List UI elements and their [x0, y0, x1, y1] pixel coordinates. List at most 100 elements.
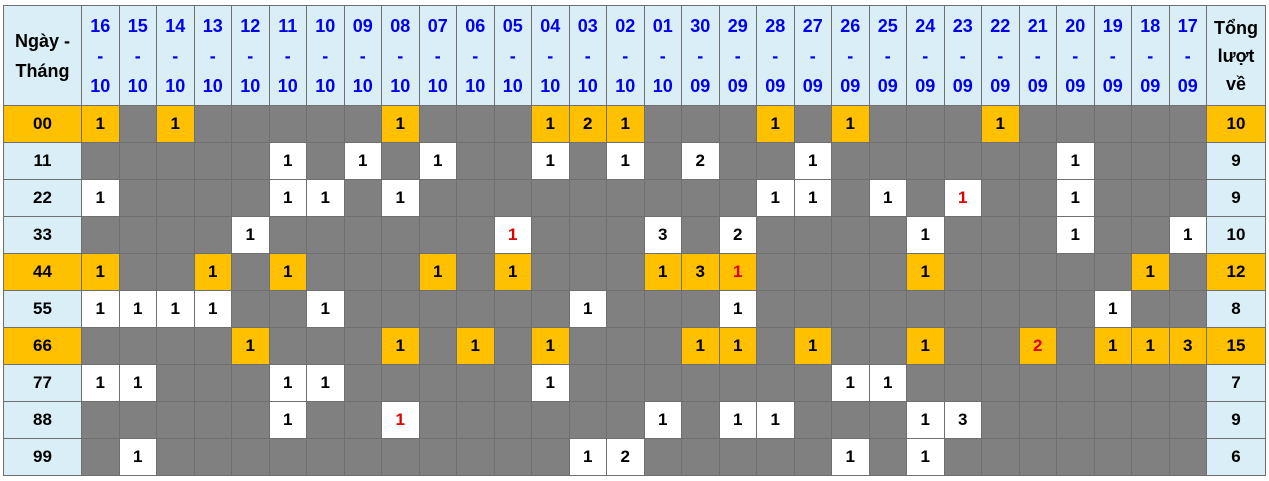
count-cell: 1 — [718, 401, 757, 439]
table-row: 22 1 1 1 1 1 1 1 1 1 9 — [3, 179, 1266, 217]
empty-cell — [343, 253, 382, 291]
date-month: 09 — [765, 75, 786, 96]
empty-cell — [831, 179, 870, 217]
date-month: 09 — [1140, 75, 1161, 96]
empty-cell — [456, 401, 495, 439]
table-row: 55 1 1 1 1 1 1 1 1 8 — [3, 290, 1266, 328]
empty-cell — [456, 105, 495, 143]
count-cell: 1 — [381, 327, 420, 365]
count-cell: 1 — [118, 364, 157, 402]
date-day: 29 — [727, 15, 748, 36]
date-month: 09 — [915, 75, 936, 96]
date-day: 24 — [915, 15, 936, 36]
empty-cell — [943, 216, 982, 254]
empty-cell — [493, 142, 532, 180]
header-date: 25 - 09 — [868, 5, 907, 106]
date-day: 08 — [390, 15, 411, 36]
date-separator: - — [434, 45, 441, 66]
empty-cell — [1093, 253, 1132, 291]
empty-cell — [756, 216, 795, 254]
empty-cell — [1056, 327, 1095, 365]
empty-cell — [493, 327, 532, 365]
empty-cell — [756, 327, 795, 365]
empty-cell — [231, 290, 270, 328]
count-cell: 1 — [718, 290, 757, 328]
empty-cell — [1093, 216, 1132, 254]
date-day: 27 — [802, 15, 823, 36]
row-total: 9 — [1206, 401, 1266, 439]
date-day: 04 — [540, 15, 561, 36]
empty-cell — [531, 290, 570, 328]
count-cell: 1 — [268, 364, 307, 402]
header-date: 22 - 09 — [981, 5, 1020, 106]
row-total: 12 — [1206, 253, 1266, 291]
date-day: 21 — [1027, 15, 1048, 36]
empty-cell — [418, 438, 457, 476]
empty-cell — [568, 364, 607, 402]
count-cell: 1 — [643, 253, 682, 291]
empty-cell — [343, 438, 382, 476]
empty-cell — [418, 401, 457, 439]
empty-cell — [643, 290, 682, 328]
row-total: 9 — [1206, 142, 1266, 180]
empty-cell — [943, 105, 982, 143]
empty-cell — [1018, 290, 1057, 328]
date-separator: - — [97, 45, 104, 66]
date-day: 07 — [427, 15, 448, 36]
count-cell: 1 — [531, 142, 570, 180]
date-day: 09 — [352, 15, 373, 36]
empty-cell — [343, 327, 382, 365]
date-month: 10 — [427, 75, 448, 96]
count-cell: 1 — [81, 105, 120, 143]
empty-cell — [943, 142, 982, 180]
empty-cell — [981, 401, 1020, 439]
empty-cell — [1168, 401, 1207, 439]
count-cell: 1 — [606, 142, 645, 180]
date-month: 10 — [652, 75, 673, 96]
date-separator: - — [1184, 45, 1191, 66]
date-separator: - — [959, 45, 966, 66]
count-cell: 1 — [1093, 327, 1132, 365]
empty-cell — [1093, 364, 1132, 402]
empty-cell — [1168, 105, 1207, 143]
date-month: 09 — [727, 75, 748, 96]
date-month: 10 — [615, 75, 636, 96]
count-cell: 2 — [718, 216, 757, 254]
empty-cell — [306, 142, 345, 180]
row-number: 66 — [3, 327, 82, 365]
date-month: 09 — [802, 75, 823, 96]
empty-cell — [831, 401, 870, 439]
empty-cell — [231, 364, 270, 402]
empty-cell — [1056, 401, 1095, 439]
date-separator: - — [659, 45, 666, 66]
row-number: 22 — [3, 179, 82, 217]
empty-cell — [943, 364, 982, 402]
empty-cell — [831, 253, 870, 291]
date-day: 20 — [1065, 15, 1086, 36]
row-total: 10 — [1206, 105, 1266, 143]
empty-cell — [1168, 179, 1207, 217]
count-cell: 1 — [306, 290, 345, 328]
empty-cell — [1018, 105, 1057, 143]
empty-cell — [606, 253, 645, 291]
empty-cell — [718, 438, 757, 476]
count-cell: 2 — [681, 142, 720, 180]
empty-cell — [568, 401, 607, 439]
empty-cell — [606, 401, 645, 439]
empty-cell — [1168, 438, 1207, 476]
header-date: 21 - 09 — [1018, 5, 1057, 106]
date-day: 01 — [652, 15, 673, 36]
count-cell: 1 — [793, 142, 832, 180]
empty-cell — [943, 253, 982, 291]
header-date: 27 - 09 — [793, 5, 832, 106]
empty-cell — [118, 105, 157, 143]
date-month: 10 — [540, 75, 561, 96]
count-cell: 1 — [81, 179, 120, 217]
table-row: 44 1 1 1 1 1 1 3 1 1 1 12 — [3, 253, 1266, 291]
empty-cell — [381, 364, 420, 402]
empty-cell — [118, 142, 157, 180]
empty-cell — [231, 142, 270, 180]
count-cell: 1 — [343, 142, 382, 180]
empty-cell — [906, 142, 945, 180]
date-separator: - — [997, 45, 1004, 66]
